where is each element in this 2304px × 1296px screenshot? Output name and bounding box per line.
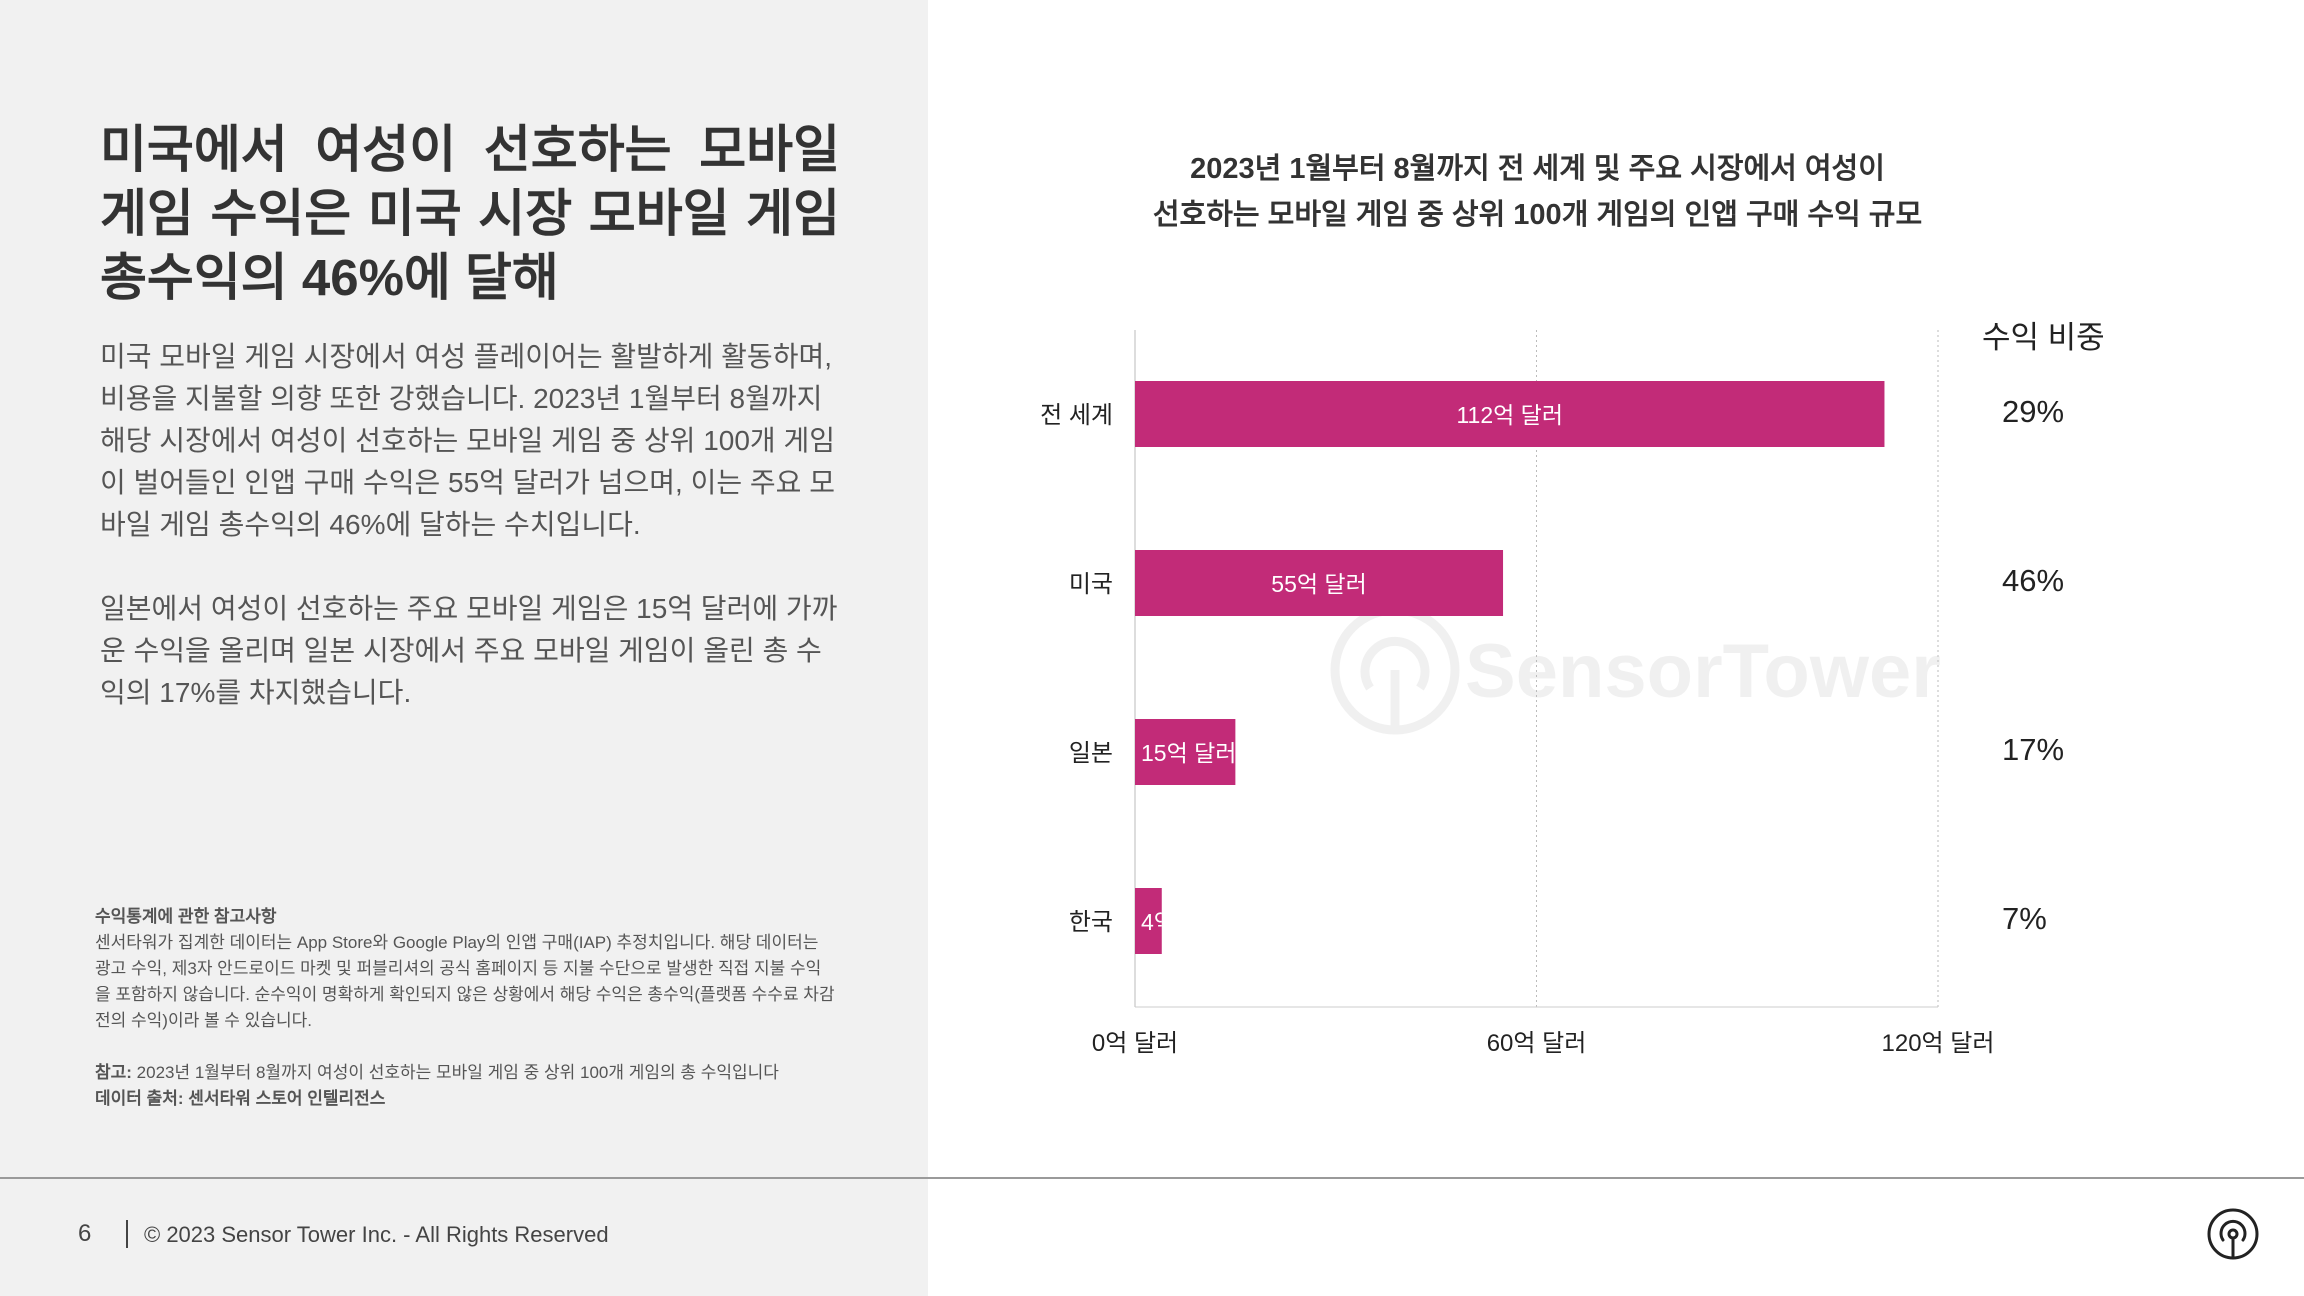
left-panel — [0, 0, 928, 1296]
notes-reference: 참고: 2023년 1월부터 8월까지 여성이 선호하는 모바일 게임 중 상위… — [95, 1060, 835, 1086]
category-label: 미국 — [1069, 571, 1113, 598]
data-label: 55억 달러 — [1271, 571, 1366, 597]
data-label: 4억 달러 — [1141, 909, 1224, 935]
share-value: 7% — [2002, 901, 2047, 936]
category-label: 한국 — [1069, 909, 1113, 936]
footer-separator — [126, 1220, 128, 1248]
share-header: 수익 비중 — [1982, 320, 2105, 355]
page-number: 6 — [78, 1220, 92, 1247]
share-value: 46% — [2002, 563, 2065, 598]
revenue-notes: 수익통계에 관한 참고사항 센서타워가 집계한 데이터는 App Store와 … — [95, 904, 835, 1112]
copyright-text: © 2023 Sensor Tower Inc. - All Rights Re… — [144, 1222, 609, 1247]
notes-source: 데이터 출처: 센서타워 스토어 인텔리전스 — [95, 1089, 386, 1108]
watermark: SensorTower — [1325, 600, 1941, 740]
notes-reference-label: 참고: — [95, 1063, 132, 1082]
bar-0 — [1135, 381, 1885, 447]
x-tick-label: 120억 달러 — [1882, 1030, 1995, 1057]
category-label: 일본 — [1069, 740, 1113, 767]
page-title: 미국에서 여성이 선호하는 모바일 게임 수익은 미국 시장 모바일 게임 총수… — [100, 121, 840, 306]
share-value: 29% — [2002, 394, 2065, 429]
data-label: 112억 달러 — [1456, 402, 1563, 428]
body-paragraph-1: 미국 모바일 게임 시장에서 여성 플레이어는 활발하게 활동하며, 비용을 지… — [100, 341, 835, 540]
chart-title: 2023년 1월부터 8월까지 전 세계 및 주요 시장에서 여성이 선호하는 … — [1100, 146, 1975, 238]
notes-reference-text: 2023년 1월부터 8월까지 여성이 선호하는 모바일 게임 중 상위 100… — [131, 1063, 779, 1082]
bar-3 — [1135, 888, 1162, 954]
bar-1 — [1135, 550, 1504, 616]
x-tick-label: 0억 달러 — [1092, 1030, 1178, 1057]
data-label: 15억 달러 — [1141, 740, 1236, 766]
notes-body: 센서타워가 집계한 데이터는 App Store와 Google Play의 인… — [95, 933, 835, 1030]
watermark-text: SensorTower — [1465, 629, 1941, 714]
notes-heading: 수익통계에 관한 참고사항 — [95, 907, 277, 926]
share-value: 17% — [2002, 732, 2065, 767]
category-label: 전 세계 — [1040, 402, 1113, 429]
bar-2 — [1135, 719, 1236, 785]
footer-divider — [0, 1177, 2304, 1179]
body-paragraph-2: 일본에서 여성이 선호하는 주요 모바일 게임은 15억 달러에 가까운 수익을… — [100, 593, 838, 708]
chart-title-line-2: 선호하는 모바일 게임 중 상위 100개 게임의 인앱 구매 수익 규모 — [1152, 199, 1923, 231]
chart-title-line-1: 2023년 1월부터 8월까지 전 세계 및 주요 시장에서 여성이 — [1190, 153, 1885, 185]
sensor-tower-logo-icon — [2207, 1208, 2259, 1260]
x-tick-label: 60억 달러 — [1487, 1030, 1587, 1057]
